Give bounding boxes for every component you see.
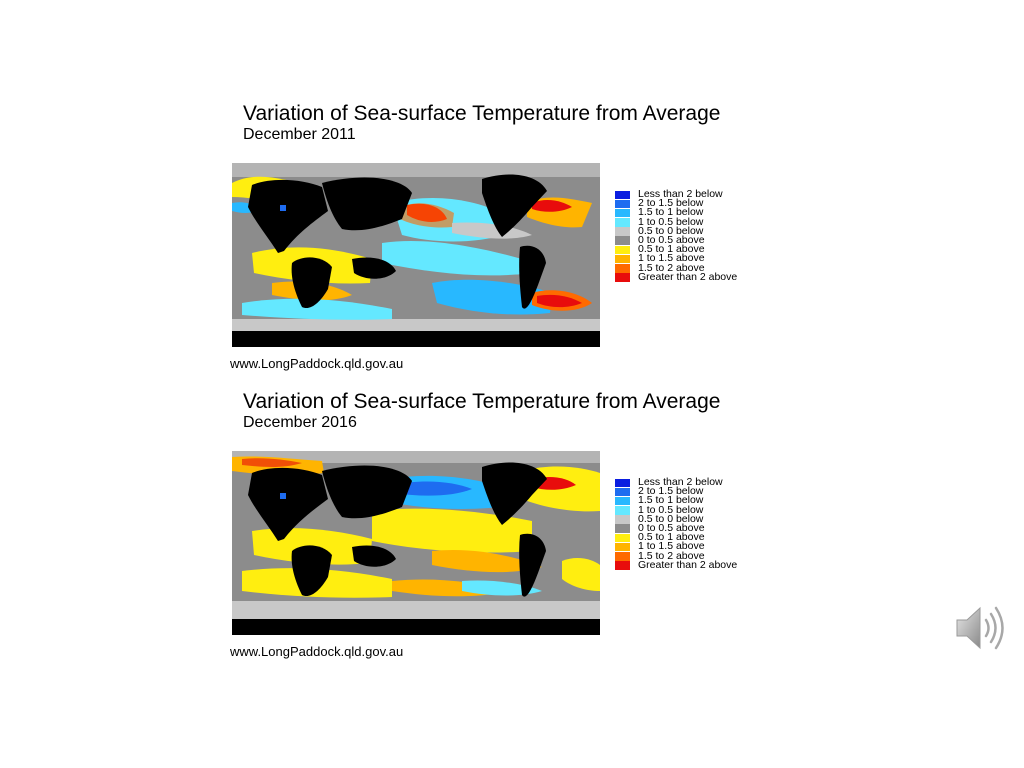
legend-label: 0 to 0.5 above	[638, 233, 705, 246]
legend-swatch	[615, 561, 630, 570]
legend-label: 0.5 to 1 above	[638, 531, 705, 544]
panel-subtitle: December 2011	[243, 126, 356, 143]
legend-item: 0.5 to 0 below	[615, 224, 737, 237]
legend-label: 1 to 1.5 above	[638, 252, 705, 265]
legend-label: 1 to 0.5 below	[638, 215, 704, 228]
legend-swatch	[615, 487, 630, 497]
legend-label: 1.5 to 1 below	[638, 494, 704, 507]
legend: Less than 2 below 2 to 1.5 below 1.5 to …	[615, 188, 738, 283]
legend-label: Greater than 2 above	[638, 270, 738, 283]
legend-swatch	[615, 254, 630, 264]
legend-swatch	[615, 245, 630, 255]
legend-item: 0.5 to 0 below	[615, 512, 737, 525]
source-link: www.LongPaddock.qld.gov.au	[230, 644, 404, 659]
legend-label: Less than 2 below	[638, 188, 723, 200]
legend-item: Greater than 2 above	[615, 558, 738, 571]
legend-item: 0.5 to 1 above	[615, 243, 737, 256]
legend-item: Less than 2 below	[615, 188, 737, 200]
legend-item: 1.5 to 2 above	[615, 261, 737, 274]
legend-swatch	[615, 478, 630, 487]
legend-item: 1.5 to 1 below	[615, 494, 737, 507]
speaker-icon[interactable]	[955, 603, 1007, 653]
legend-swatch	[615, 273, 630, 282]
legend-item: 1 to 0.5 below	[615, 215, 737, 228]
legend-swatch	[615, 496, 630, 506]
legend-label: 2 to 1.5 below	[638, 485, 704, 498]
legend-swatch	[615, 515, 630, 524]
legend-label: 1.5 to 2 above	[638, 261, 705, 274]
legend-item: 0 to 0.5 above	[615, 521, 737, 534]
legend-swatch	[615, 506, 630, 515]
legend-label: Greater than 2 above	[638, 558, 738, 571]
legend-swatch	[615, 552, 630, 561]
legend-swatch	[615, 227, 630, 236]
legend-swatch	[615, 524, 630, 533]
legend-item: Less than 2 below	[615, 476, 737, 488]
legend-swatch	[615, 542, 630, 552]
legend-label: 0.5 to 0 below	[638, 224, 704, 237]
legend-swatch	[615, 218, 630, 227]
legend-swatch	[615, 264, 630, 273]
legend-label: 1 to 0.5 below	[638, 503, 704, 516]
legend-label: 1 to 1.5 above	[638, 540, 705, 553]
legend-label: 1.5 to 1 below	[638, 206, 704, 219]
legend-label: Less than 2 below	[638, 476, 723, 488]
legend: Less than 2 below 2 to 1.5 below 1.5 to …	[615, 476, 738, 571]
panel-subtitle: December 2016	[243, 414, 357, 431]
legend-label: 1.5 to 2 above	[638, 549, 705, 562]
panel-title: Variation of Sea-surface Temperature fro…	[243, 102, 721, 125]
legend-item: 2 to 1.5 below	[615, 485, 737, 498]
legend-label: 2 to 1.5 below	[638, 197, 704, 210]
legend-swatch	[615, 190, 630, 199]
legend-item: 2 to 1.5 below	[615, 197, 737, 210]
legend-item: 1.5 to 2 above	[615, 549, 737, 562]
legend-label: 0.5 to 1 above	[638, 243, 705, 256]
legend-label: 0 to 0.5 above	[638, 521, 705, 534]
panel-title: Variation of Sea-surface Temperature fro…	[243, 390, 721, 413]
legend-item: 1 to 1.5 above	[615, 540, 737, 553]
legend-label: 0.5 to 0 below	[638, 512, 704, 525]
legend-item: 0 to 0.5 above	[615, 233, 737, 246]
legend-item: Greater than 2 above	[615, 270, 738, 283]
source-link: www.LongPaddock.qld.gov.au	[230, 356, 404, 371]
legend-swatch	[615, 208, 630, 218]
sst-anomaly-map-2016	[232, 451, 600, 635]
legend-item: 1 to 0.5 below	[615, 503, 737, 516]
legend-item: 1 to 1.5 above	[615, 252, 737, 265]
legend-swatch	[615, 236, 630, 245]
legend-item: 1.5 to 1 below	[615, 206, 737, 219]
legend-swatch	[615, 199, 630, 209]
legend-swatch	[615, 533, 630, 543]
sst-anomaly-map-2011	[232, 163, 600, 347]
legend-item: 0.5 to 1 above	[615, 531, 737, 544]
